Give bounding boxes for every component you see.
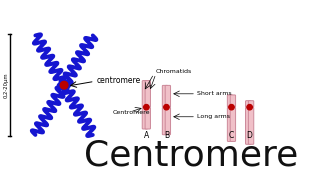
Text: Chromatids: Chromatids (156, 69, 192, 74)
FancyBboxPatch shape (248, 107, 254, 144)
FancyBboxPatch shape (245, 101, 251, 107)
Text: A: A (144, 131, 149, 140)
FancyBboxPatch shape (227, 107, 233, 141)
FancyBboxPatch shape (162, 107, 168, 135)
FancyBboxPatch shape (145, 81, 150, 107)
Text: C: C (229, 131, 234, 140)
Text: Short arms: Short arms (197, 91, 232, 96)
FancyBboxPatch shape (227, 95, 233, 107)
Circle shape (247, 105, 252, 110)
FancyBboxPatch shape (142, 81, 148, 107)
FancyBboxPatch shape (142, 107, 148, 129)
Circle shape (60, 81, 68, 89)
FancyBboxPatch shape (165, 85, 171, 107)
FancyBboxPatch shape (248, 101, 254, 107)
Circle shape (164, 105, 169, 110)
Text: Long arms: Long arms (197, 114, 230, 119)
FancyBboxPatch shape (145, 107, 150, 129)
Circle shape (229, 105, 234, 110)
Text: D: D (247, 131, 252, 140)
Text: centromere: centromere (97, 76, 141, 85)
FancyBboxPatch shape (230, 95, 236, 107)
Text: 0,2-20μm: 0,2-20μm (3, 72, 8, 98)
FancyBboxPatch shape (162, 85, 168, 107)
Text: Centromere: Centromere (84, 138, 299, 172)
FancyBboxPatch shape (230, 107, 236, 141)
FancyBboxPatch shape (245, 107, 251, 144)
Text: B: B (164, 131, 169, 140)
FancyBboxPatch shape (165, 107, 171, 135)
Circle shape (144, 105, 149, 110)
Text: Centromere: Centromere (113, 110, 150, 115)
